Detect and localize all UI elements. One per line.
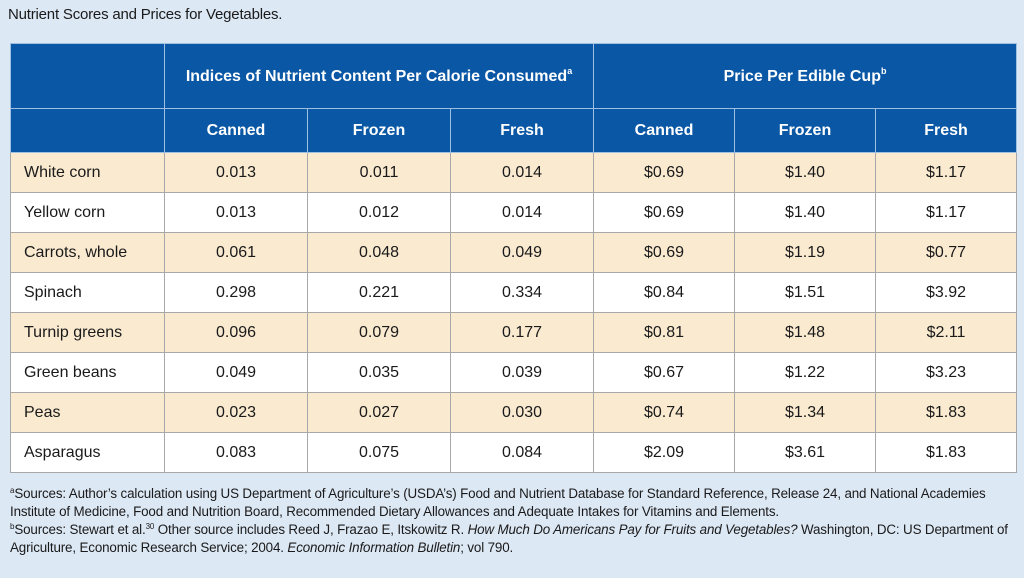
footnotes: aSources: Author’s calculation using US …	[10, 485, 1015, 557]
table-row: Asparagus 0.083 0.075 0.084 $2.09 $3.61 $1.83	[10, 432, 1018, 473]
footnote-b: bSources: Stewart et al.30 Other source …	[10, 521, 1015, 557]
price-cell: $1.17	[875, 192, 1018, 233]
nutrient-index-cell: 0.014	[449, 192, 595, 233]
price-cell: $0.69	[593, 232, 736, 273]
nutrient-group-label: Indices of Nutrient Content Per Calorie …	[185, 67, 568, 85]
price-cell: $1.17	[875, 152, 1018, 193]
footnote-b-text: Other source includes Reed J, Frazao E, …	[154, 522, 468, 537]
nutrient-index-cell: 0.014	[449, 152, 595, 193]
price-cell: $0.67	[593, 352, 736, 393]
nutrient-index-cell: 0.013	[164, 152, 308, 193]
footnote-a: aSources: Author’s calculation using US …	[10, 485, 1015, 521]
column-header: Fresh	[449, 108, 595, 153]
corner-header-cell	[10, 43, 165, 109]
vegetable-name: Asparagus	[10, 432, 165, 473]
table-row: Turnip greens 0.096 0.079 0.177 $0.81 $1.48 $2…	[10, 312, 1018, 353]
column-header: Canned	[593, 108, 736, 153]
group-header-row: Indices of Nutrient Content Per Calorie …	[10, 43, 1018, 109]
footnote-b-text: ; vol 790.	[460, 540, 514, 555]
nutrient-index-cell: 0.061	[164, 232, 308, 273]
footnote-b-marker: b	[10, 522, 15, 531]
price-cell: $1.40	[734, 192, 877, 233]
price-cell: $1.19	[734, 232, 877, 273]
price-cell: $0.74	[593, 392, 736, 433]
price-cell: $1.34	[734, 392, 877, 433]
nutrient-index-cell: 0.334	[449, 272, 595, 313]
nutrient-index-cell: 0.298	[164, 272, 308, 313]
price-cell: $0.77	[875, 232, 1018, 273]
nutrient-index-cell: 0.177	[449, 312, 595, 353]
cited-series: Economic Information Bulletin	[287, 540, 461, 555]
nutrient-index-cell: 0.075	[307, 432, 451, 473]
nutrient-index-cell: 0.048	[307, 232, 451, 273]
nutrient-index-cell: 0.221	[307, 272, 451, 313]
price-cell: $1.51	[734, 272, 877, 313]
vegetable-name: Spinach	[10, 272, 165, 313]
nutrient-index-cell: 0.013	[164, 192, 308, 233]
vegetable-table: Indices of Nutrient Content Per Calorie …	[10, 43, 1018, 473]
price-cell: $0.81	[593, 312, 736, 353]
price-cell: $0.69	[593, 192, 736, 233]
table-row: Green beans 0.049 0.035 0.039 $0.67 $1.22 $3.2…	[10, 352, 1018, 393]
row-label-header	[10, 108, 165, 153]
column-header-row: Canned Frozen Fresh Canned Frozen Fresh	[10, 108, 1018, 153]
footnote-marker-b: b	[880, 65, 887, 76]
price-cell: $1.83	[875, 432, 1018, 473]
footnote-a-text: Sources: Author’s calculation using US D…	[10, 486, 986, 519]
nutrient-index-cell: 0.079	[307, 312, 451, 353]
page-title: Nutrient Scores and Prices for Vegetable…	[8, 6, 283, 23]
vegetable-name: Carrots, whole	[10, 232, 165, 273]
table-row: Yellow corn 0.013 0.012 0.014 $0.69 $1.40 $1.1…	[10, 192, 1018, 233]
vegetable-name: Yellow corn	[10, 192, 165, 233]
price-cell: $3.61	[734, 432, 877, 473]
table-row: Peas 0.023 0.027 0.030 $0.74 $1.34 $1.83	[10, 392, 1018, 433]
nutrient-index-cell: 0.023	[164, 392, 308, 433]
table-body: White corn 0.013 0.011 0.014 $0.69 $1.40 $1.17…	[10, 152, 1018, 473]
column-header: Frozen	[734, 108, 877, 153]
nutrient-index-cell: 0.084	[449, 432, 595, 473]
price-cell: $0.69	[593, 152, 736, 193]
nutrient-index-cell: 0.012	[307, 192, 451, 233]
footnote-marker-a: a	[567, 65, 573, 76]
column-header: Canned	[164, 108, 308, 153]
price-cell: $1.83	[875, 392, 1018, 433]
price-cell: $0.84	[593, 272, 736, 313]
nutrient-index-cell: 0.096	[164, 312, 308, 353]
nutrient-index-cell: 0.039	[449, 352, 595, 393]
price-cell: $2.11	[875, 312, 1018, 353]
price-cell: $1.48	[734, 312, 877, 353]
footnote-b-text: Washington, DC: US Department of Agricul…	[10, 522, 1008, 555]
nutrient-index-cell: 0.030	[449, 392, 595, 433]
price-group-label: Price Per Edible Cup	[723, 67, 881, 85]
table-row: Spinach 0.298 0.221 0.334 $0.84 $1.51 $3.92	[10, 272, 1018, 313]
nutrient-index-cell: 0.027	[307, 392, 451, 433]
price-group-header: Price Per Edible Cupb	[593, 43, 1018, 109]
vegetable-name: Peas	[10, 392, 165, 433]
nutrient-index-cell: 0.083	[164, 432, 308, 473]
price-cell: $1.40	[734, 152, 877, 193]
cited-title: How Much Do Americans Pay for Fruits and…	[467, 522, 798, 537]
nutrient-index-cell: 0.049	[164, 352, 308, 393]
column-header: Fresh	[875, 108, 1018, 153]
price-cell: $3.92	[875, 272, 1018, 313]
price-cell: $3.23	[875, 352, 1018, 393]
price-cell: $1.22	[734, 352, 877, 393]
nutrient-index-cell: 0.049	[449, 232, 595, 273]
nutrient-index-cell: 0.011	[307, 152, 451, 193]
nutrient-index-cell: 0.035	[307, 352, 451, 393]
reference-number: 30	[145, 522, 155, 531]
table-row: White corn 0.013 0.011 0.014 $0.69 $1.40 $1.17	[10, 152, 1018, 193]
price-cell: $2.09	[593, 432, 736, 473]
vegetable-name: Green beans	[10, 352, 165, 393]
table-row: Carrots, whole 0.061 0.048 0.049 $0.69 $1.19 $…	[10, 232, 1018, 273]
footnote-a-marker: a	[10, 486, 15, 495]
footnote-b-text: Sources: Stewart et al.	[14, 522, 146, 537]
column-header: Frozen	[307, 108, 451, 153]
vegetable-name: Turnip greens	[10, 312, 165, 353]
vegetable-name: White corn	[10, 152, 165, 193]
nutrient-group-header: Indices of Nutrient Content Per Calorie …	[163, 43, 595, 109]
